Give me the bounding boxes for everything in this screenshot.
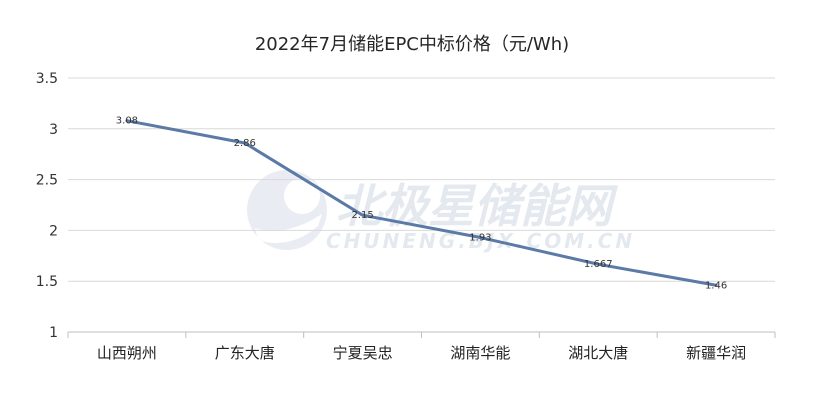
data-label: 2.86: [234, 138, 256, 149]
series-group: [125, 119, 718, 287]
data-labels: 3.08 2.86 2.15 1.93 1.667 1.46: [116, 116, 727, 292]
y-tick-label: 1: [49, 325, 58, 341]
data-point: [478, 236, 482, 240]
data-label: 2.15: [351, 210, 373, 221]
x-tick-label: 山西朔州: [97, 344, 157, 362]
y-tick-label: 2: [49, 223, 58, 239]
data-label: 1.46: [705, 280, 727, 291]
y-axis: 1 1.5 2 2.5 3 3.5: [36, 71, 58, 341]
x-axis: 山西朔州 广东大唐 宁夏吴忠 湖南华能 湖北大唐 新疆华润: [67, 332, 776, 362]
x-tick-label: 宁夏吴忠: [333, 344, 393, 362]
x-tick-label: 湖南华能: [450, 344, 510, 362]
data-point: [125, 119, 129, 123]
x-tick-label: 湖北大唐: [568, 344, 628, 362]
watermark-main-text: 北极星储能网: [336, 179, 618, 233]
data-point: [596, 262, 600, 266]
data-point: [361, 213, 365, 217]
watermark-logo-icon: [247, 170, 327, 250]
y-tick-label: 2.5: [36, 173, 58, 189]
data-label: 1.93: [469, 233, 491, 244]
series-line: [125, 119, 718, 287]
x-tick-label: 新疆华润: [686, 344, 746, 362]
y-tick-label: 3: [49, 122, 58, 138]
data-point: [714, 283, 718, 287]
watermark: 北极星储能网 CHUNENG.BJX.COM.CN: [247, 170, 635, 253]
y-tick-label: 1.5: [36, 274, 58, 290]
chart-title: 2022年7月储能EPC中标价格（元/Wh): [255, 34, 569, 55]
data-label: 1.667: [584, 259, 613, 270]
data-point: [243, 141, 247, 145]
watermark-sub-text: CHUNENG.BJX.COM.CN: [326, 229, 635, 253]
data-label: 3.08: [116, 116, 138, 127]
y-tick-label: 3.5: [36, 71, 58, 87]
x-tick-label: 广东大唐: [215, 344, 275, 362]
